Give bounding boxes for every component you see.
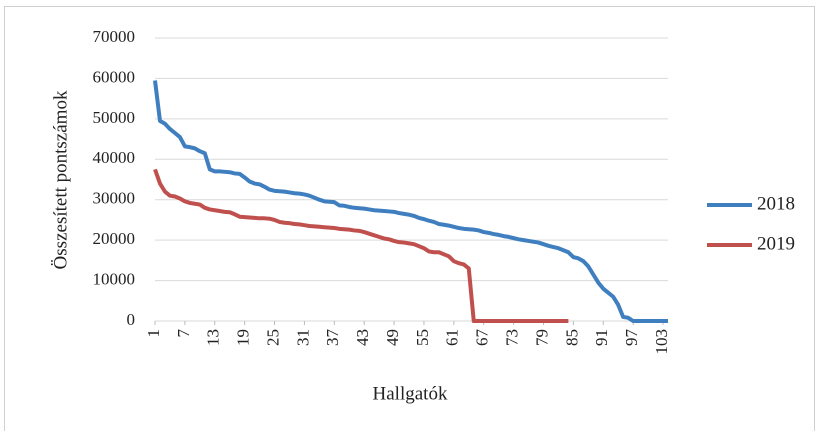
x-tick-label: 85 [562,329,581,346]
x-tick-label: 31 [293,329,312,346]
x-axis-title: Hallgatók [373,383,448,404]
y-axis-title: Összesített pontszámok [50,90,71,269]
y-tick-label: 50000 [93,108,136,127]
x-tick-label: 61 [443,329,462,346]
x-tick-label: 67 [473,329,492,347]
x-tick-label: 97 [622,329,641,347]
x-tick-label: 79 [532,329,551,346]
x-tick-label: 19 [234,329,253,346]
x-tick-label: 1 [144,329,163,338]
x-tick-label: 43 [353,329,372,346]
chart-frame [4,6,815,431]
series-line [153,168,569,323]
y-tick-label: 70000 [93,27,136,46]
legend-label: 2018 [757,193,795,214]
x-tick-label: 49 [383,329,402,346]
x-tick-label: 13 [204,329,223,346]
x-tick-label: 55 [413,329,432,346]
x-tick-label: 91 [592,329,611,346]
x-tick-label: 7 [174,329,193,338]
x-tick-label: 103 [652,329,671,355]
y-tick-label: 10000 [93,269,136,288]
y-tick-label: 60000 [93,67,136,86]
series-line [153,80,668,323]
legend-label: 2019 [757,233,795,254]
y-tick-label: 40000 [93,148,136,167]
x-tick-label: 73 [503,329,522,346]
x-tick-label: 37 [323,329,342,347]
y-tick-label: 30000 [93,189,136,208]
x-tick-label: 25 [263,329,282,346]
y-tick-label: 20000 [93,229,136,248]
y-tick-label: 0 [127,310,136,329]
